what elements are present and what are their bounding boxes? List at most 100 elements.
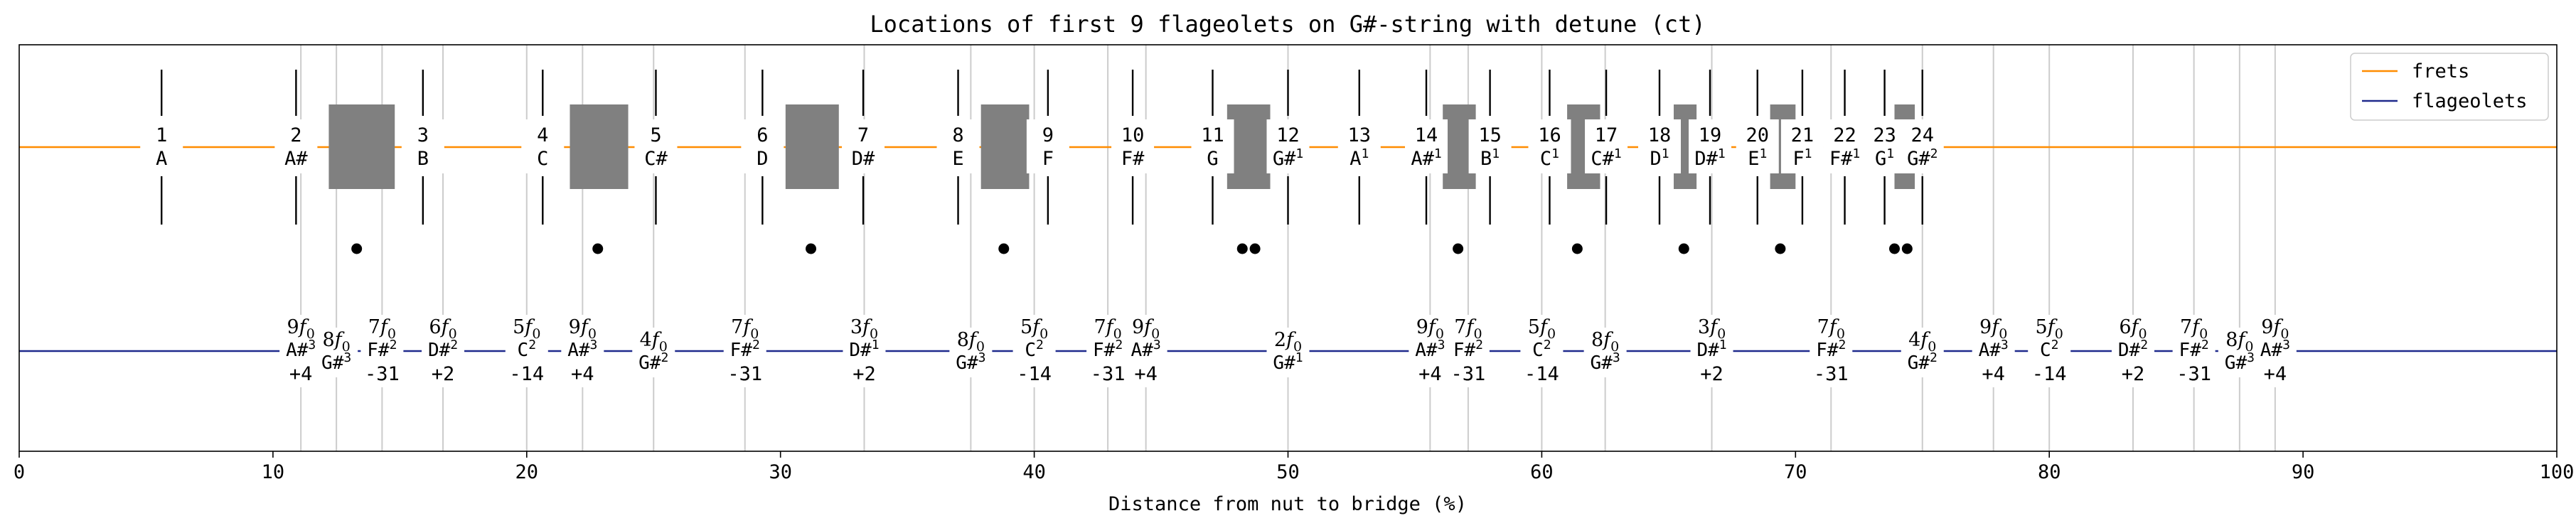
fret-gap-box-3 bbox=[980, 104, 1030, 189]
fret-note-7-name: E bbox=[952, 148, 963, 170]
flageolet-detune-15: -31 bbox=[1451, 363, 1486, 385]
flageolet-label-bg-3 bbox=[422, 315, 465, 387]
fret-note-0: A bbox=[156, 148, 167, 170]
fret-number-15: 16 bbox=[1538, 124, 1561, 146]
flageolet-harmonic-symbol: f bbox=[440, 316, 451, 338]
fret-note-15-name: C bbox=[1540, 148, 1551, 170]
flageolet-harmonic-number: 7 bbox=[1454, 316, 1466, 338]
flageolet-note-25-name: G# bbox=[2225, 352, 2248, 374]
flageolet-note-20: G#2 bbox=[1908, 350, 1938, 374]
fret-note-13-name: A# bbox=[1411, 148, 1434, 170]
flageolet-harmonic-symbol: f bbox=[2191, 316, 2202, 338]
fret-note-21-name: F# bbox=[1829, 148, 1853, 170]
flageolet-note-12-name: A# bbox=[1131, 340, 1154, 361]
flageolet-detune-12: +4 bbox=[1134, 363, 1158, 385]
fret-note-18: D#1 bbox=[1694, 146, 1725, 170]
fret-note-10-name: G bbox=[1207, 148, 1218, 170]
flageolet-note-13-name: G# bbox=[1273, 352, 1295, 374]
flageolet-detune-11: -31 bbox=[1091, 363, 1126, 385]
flageolet-note-15-name: F# bbox=[1453, 340, 1476, 361]
flageolet-label-bg-13 bbox=[1266, 328, 1310, 377]
fret-label-bg-10 bbox=[1191, 119, 1234, 173]
gap-dot-7 bbox=[1571, 243, 1583, 254]
flageolet-harmonic-subscript: 0 bbox=[2055, 326, 2063, 342]
gap-dot-2 bbox=[806, 243, 817, 254]
fret-label-bg-23 bbox=[1901, 119, 1944, 173]
fret-label-bg-17 bbox=[1638, 119, 1682, 173]
legend-frets-label: frets bbox=[2412, 60, 2469, 82]
fret-number-2: 3 bbox=[417, 124, 429, 146]
flageolet-label-bg-12 bbox=[1124, 315, 1167, 387]
flageolet-detune-19: -31 bbox=[1814, 363, 1849, 385]
fret-label-bg-19 bbox=[1736, 119, 1779, 173]
flageolet-label-bg-17 bbox=[1583, 328, 1627, 377]
flageolet-label-bg-15 bbox=[1446, 315, 1490, 387]
fret-note-5-name: D bbox=[757, 148, 768, 170]
fret-number-6: 7 bbox=[857, 124, 869, 146]
flageolet-note-1: G#3 bbox=[321, 350, 351, 374]
x-tick-label-5: 50 bbox=[1276, 461, 1300, 483]
fret-label-bg-3 bbox=[521, 119, 565, 173]
fret-number-18: 19 bbox=[1699, 124, 1722, 146]
flageolet-harmonic-number: 7 bbox=[1817, 316, 1829, 338]
flageolet-note-19-name: F# bbox=[1816, 340, 1839, 361]
flageolet-harmonic-subscript: 0 bbox=[750, 326, 759, 342]
flageolet-note-10-octave: 2 bbox=[1036, 338, 1044, 352]
fret-number-3: 4 bbox=[537, 124, 548, 146]
flageolet-harmonic-subscript: 0 bbox=[659, 339, 668, 355]
x-tick-label-0: 0 bbox=[14, 461, 25, 483]
flageolet-note-8-name: D# bbox=[849, 340, 872, 361]
flageolet-note-24: F#2 bbox=[2179, 338, 2209, 361]
flageolet-harmonic-number: 9 bbox=[1979, 316, 1992, 338]
flageolet-note-23: D#2 bbox=[2118, 338, 2148, 361]
flageolet-harmonic-subscript: 0 bbox=[532, 326, 540, 342]
flageolet-label-bg-11 bbox=[1086, 315, 1130, 387]
fret-note-22-octave: 1 bbox=[1886, 146, 1894, 161]
flageolet-note-12: A#3 bbox=[1131, 338, 1161, 361]
fret-note-22-name: G bbox=[1875, 148, 1886, 170]
fret-note-7: E bbox=[952, 148, 963, 170]
flageolet-label-bg-20 bbox=[1901, 328, 1944, 377]
flageolet-note-10-name: C bbox=[1025, 340, 1036, 361]
fret-note-1-name: A# bbox=[284, 148, 308, 170]
flageolet-note-15-octave: 2 bbox=[1475, 338, 1483, 352]
fret-number-17: 18 bbox=[1648, 124, 1672, 146]
x-tick-label-8: 80 bbox=[2038, 461, 2061, 483]
flageolet-harmonic-subscript: 0 bbox=[588, 326, 597, 342]
fret-note-15: C1 bbox=[1540, 146, 1559, 170]
fret-number-9: 10 bbox=[1121, 124, 1145, 146]
fret-gap-box-2 bbox=[785, 104, 839, 189]
flageolet-harmonic-subscript: 0 bbox=[449, 326, 457, 342]
flageolet-harmonic-symbol: f bbox=[298, 316, 309, 338]
flageolet-harmonic-symbol: f bbox=[861, 316, 872, 338]
fret-number-19: 20 bbox=[1746, 124, 1770, 146]
flageolet-harmonic-11: 7f0 bbox=[1094, 316, 1121, 342]
flageolet-harmonic-4: 5f0 bbox=[513, 316, 540, 342]
fret-label-bg-5 bbox=[741, 119, 784, 173]
flageolet-harmonic-number: 7 bbox=[731, 316, 743, 338]
flageolet-harmonic-19: 7f0 bbox=[1817, 316, 1845, 342]
fret-note-11: G#1 bbox=[1273, 146, 1303, 170]
flageolet-harmonic-subscript: 0 bbox=[342, 339, 351, 355]
flageolet-note-1-octave: 3 bbox=[343, 350, 351, 365]
flageolet-label-bg-10 bbox=[1012, 315, 1056, 387]
flageolet-note-3-octave: 2 bbox=[450, 338, 458, 352]
fret-number-12: 13 bbox=[1348, 124, 1372, 146]
flageolet-harmonic-5: 9f0 bbox=[569, 316, 597, 342]
flageolet-note-11: F#2 bbox=[1093, 338, 1123, 361]
flageolet-note-16-name: C bbox=[1532, 340, 1544, 361]
x-tick-label-1: 10 bbox=[262, 461, 285, 483]
fret-gap-box-1 bbox=[570, 104, 629, 189]
x-tick-label-2: 20 bbox=[515, 461, 539, 483]
flageolet-detune-23: +2 bbox=[2122, 363, 2145, 385]
fret-note-17-name: D bbox=[1650, 148, 1661, 170]
flageolet-note-16: C2 bbox=[1532, 338, 1551, 361]
flageolet-harmonic-number: 9 bbox=[1416, 316, 1428, 338]
flageolet-label-bg-19 bbox=[1810, 315, 1853, 387]
flageolet-harmonic-number: 8 bbox=[957, 329, 969, 351]
fret-label-bg-16 bbox=[1585, 119, 1628, 173]
flageolet-harmonic-25: 8f0 bbox=[2225, 329, 2253, 355]
fret-number-10: 11 bbox=[1201, 124, 1224, 146]
flageolet-harmonic-symbol: f bbox=[1709, 316, 1720, 338]
fret-note-4: C# bbox=[644, 148, 668, 170]
